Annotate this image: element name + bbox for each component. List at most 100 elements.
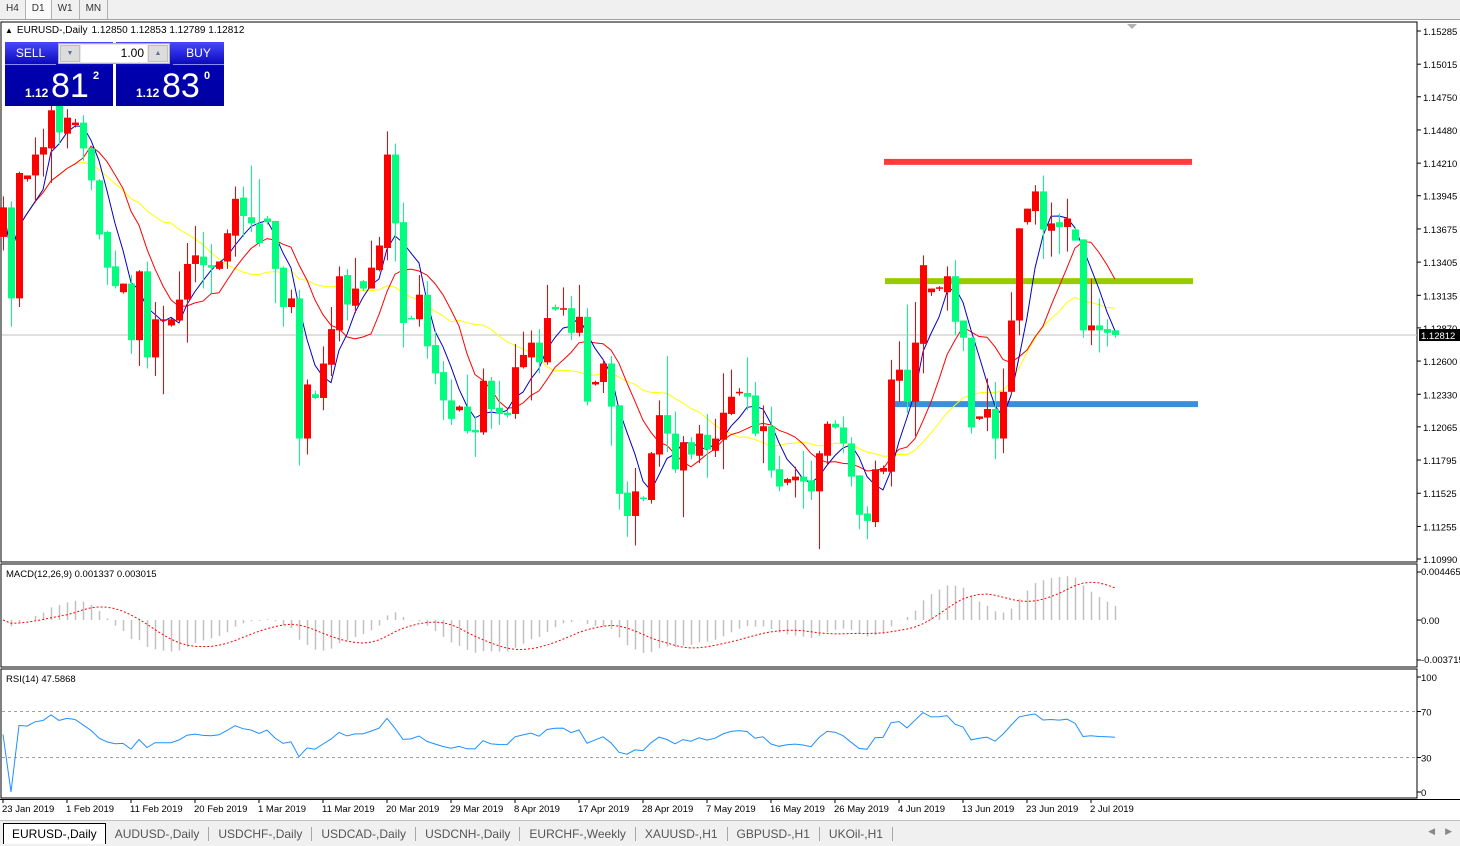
candle [176,271,183,322]
candle [616,405,623,510]
candle-body [1104,329,1111,333]
tab-audusd-daily[interactable]: AUDUSD-,Daily [106,826,210,841]
ma-fast-line [2,125,1116,492]
candle-body [792,476,799,481]
timeframe-w1[interactable]: W1 [52,0,80,19]
timeframe-d1[interactable]: D1 [25,0,52,19]
scroll-left-icon[interactable]: ◀ [1428,826,1436,836]
ohlc-readout: 1.12850 1.12853 1.12789 1.12812 [91,25,245,36]
candle-body [176,299,183,321]
sell-price[interactable]: 1.12 81 2 [5,66,113,106]
candle [824,421,831,465]
price-tick-label: 1.13405 [1423,258,1457,269]
candle [88,147,95,191]
chart-canvas[interactable]: 1.15285 1.15015 1.14750 1.14480 1.14210 1.139… [0,0,1460,820]
candle [512,343,519,419]
candle [376,236,383,272]
lot-decrease-button[interactable]: ▼ [60,45,80,62]
candle-body [160,319,167,321]
candle [896,341,903,402]
candle [368,240,375,289]
tab-ukoil-h1[interactable]: UKOil-,H1 [820,826,893,841]
candle [984,378,991,432]
candle [872,460,879,528]
candle-body [544,318,551,363]
candle-body [552,306,559,310]
candle-body [712,438,719,451]
tab-usdcnh-daily[interactable]: USDCNH-,Daily [416,826,521,841]
candle-body [320,363,327,398]
candle-body [56,105,63,133]
candle [632,468,639,546]
candle-body [728,396,735,414]
candle [496,380,503,426]
candle [144,261,151,369]
candle [800,450,807,509]
candle-body [592,381,599,385]
candle [728,369,735,416]
candle-body [960,320,967,338]
price-tick-label: 1.11795 [1423,456,1457,467]
candle [720,373,727,470]
candle [280,266,287,327]
chevron-down-icon: ▼ [66,50,74,57]
time-tick-label: 20 Mar 2019 [386,804,439,815]
time-tick-label: 8 Apr 2019 [514,804,560,815]
candle-body [344,275,351,305]
candle [760,405,767,464]
candle [960,320,967,352]
candle [8,201,15,327]
lot-size-input[interactable]: 1.00 [81,45,147,62]
candle [296,289,303,466]
price-tick-label: 1.13675 [1423,225,1457,236]
tab-eurchf-weekly[interactable]: EURCHF-,Weekly [520,826,636,841]
candle-body [976,416,983,419]
buy-block[interactable]: BUY 1.12 83 0 [116,42,224,106]
rsi-tick-label: 100 [1421,673,1437,684]
candle [112,250,119,289]
candle-body [984,409,991,418]
lot-increase-button[interactable]: ▲ [148,45,168,62]
candle [48,100,55,183]
candle [96,179,103,240]
candle [104,230,111,285]
buy-button[interactable]: BUY [173,42,224,65]
collapse-triangle-icon[interactable]: ▲ [5,26,13,35]
macd-tick-label: 0.00 [1421,616,1440,627]
candle-body [488,380,495,410]
timeframe-h4[interactable]: H4 [0,0,26,19]
candle-body [144,271,151,358]
price-tick-label: 1.14750 [1423,93,1457,104]
tab-eurusd-daily[interactable]: EURUSD-,Daily [3,823,106,844]
timeframe-mn[interactable]: MN [80,0,109,19]
tab-usdcad-daily[interactable]: USDCAD-,Daily [312,826,417,841]
candle [504,410,511,418]
candle-body [696,433,703,456]
candle-body [616,405,623,494]
candle-body [456,406,463,411]
time-tick-label: 11 Feb 2019 [130,804,183,815]
tab-gbpusd-h1[interactable]: GBPUSD-,H1 [728,826,820,841]
candle [704,413,711,478]
candle-body [720,412,727,440]
candle [1016,228,1023,336]
one-click-trading-panel: SELL 1.12 81 2 BUY 1.12 83 0 ▼ 1.00 ▲ [5,42,224,106]
tab-xauusd-h1[interactable]: XAUUSD-,H1 [636,826,728,841]
candle-body [264,218,271,223]
sell-button[interactable]: SELL [5,42,56,65]
candle [448,379,455,426]
candle-body [352,288,359,306]
tab-usdchf-daily[interactable]: USDCHF-,Daily [209,826,313,841]
candle-body [440,372,447,401]
candle [520,331,527,369]
candle [216,261,223,271]
candle [768,406,775,478]
candle-body [864,513,871,521]
scroll-right-icon[interactable]: ▶ [1445,826,1452,836]
candle-body [1040,191,1047,230]
candle-body [224,233,231,262]
candle [648,452,655,504]
buy-price[interactable]: 1.12 83 0 [116,66,224,106]
candle-body [240,197,247,217]
candle-body [704,434,711,450]
